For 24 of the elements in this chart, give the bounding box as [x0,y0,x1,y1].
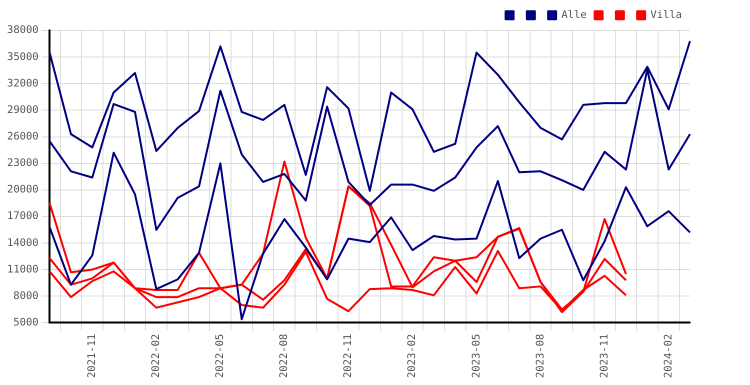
x-tick-label: 2023-02 [406,334,418,378]
x-tick-label: 2022-05 [214,334,226,378]
x-tick-label: 2023-05 [470,334,482,378]
legend-label: Alle [561,8,587,21]
y-tick-label: 20000 [7,184,39,196]
x-tick-label: 2022-08 [278,334,290,378]
legend-label: Villa [650,8,682,21]
x-tick-label: 2023-11 [598,334,610,378]
x-tick-label: 2022-11 [342,334,354,378]
y-tick-label: 32000 [7,77,39,90]
y-tick-label: 23000 [7,157,39,170]
y-tick-label: 5000 [13,316,39,328]
x-tick-label: 2024-02 [662,334,674,378]
y-tick-label: 8000 [13,290,39,302]
y-tick-label: 29000 [7,104,39,116]
x-tick-label: 2021-11 [86,334,98,378]
y-tick-label: 17000 [7,210,39,222]
y-tick-label: 38000 [7,24,39,36]
y-tick-label: 35000 [7,50,39,63]
y-tick-label: 14000 [7,236,39,249]
y-tick-label: 26000 [7,130,39,143]
x-tick-label: 2022-02 [150,334,162,378]
y-tick-label: 11000 [7,263,39,276]
x-tick-label: 2023-08 [534,334,546,378]
